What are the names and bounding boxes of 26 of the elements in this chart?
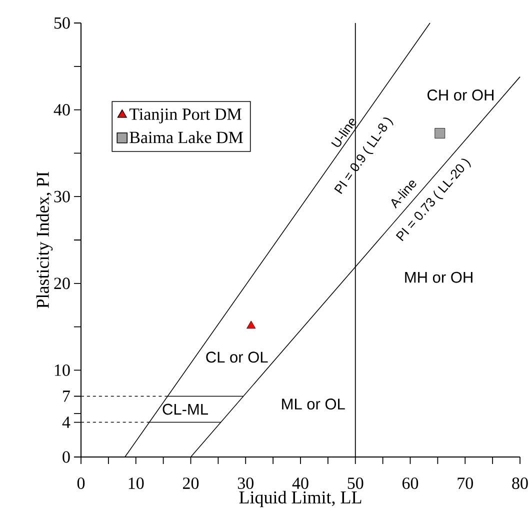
y-tick-label: 40 bbox=[54, 104, 70, 116]
x-tick-label: 80 bbox=[512, 478, 528, 489]
annotation: CH or OH bbox=[428, 90, 494, 101]
y-axis-title: Plasticity Index, PI bbox=[36, 172, 53, 308]
x-tick-label: 30 bbox=[238, 478, 254, 489]
legend-label: Baima Lake DM bbox=[130, 131, 243, 144]
y-tick-label: 0 bbox=[62, 451, 70, 463]
y-tick-label: 50 bbox=[54, 17, 70, 29]
x-tick-label: 10 bbox=[128, 478, 144, 489]
x-tick-label: 20 bbox=[183, 478, 199, 489]
x-tick-label: 70 bbox=[458, 478, 473, 489]
annotation: CL or OL bbox=[206, 352, 268, 363]
x-tick-label: 40 bbox=[292, 478, 308, 489]
y-tick-label: 7 bbox=[63, 390, 70, 402]
y-tick-label: 4 bbox=[62, 416, 70, 428]
x-tick-label: 60 bbox=[402, 478, 418, 489]
y-tick-label: 20 bbox=[54, 278, 70, 290]
annotation: ML or OL bbox=[282, 398, 345, 410]
legend-label: Tianjin Port DM bbox=[129, 108, 242, 124]
y-tick-label: 10 bbox=[54, 364, 70, 376]
x-tick-label: 50 bbox=[348, 478, 364, 489]
x-axis-title: Liquid Limit, LL bbox=[239, 490, 362, 508]
annotation: MH or OH bbox=[405, 272, 472, 283]
y-tick-label: 30 bbox=[54, 190, 70, 202]
x-tick-label: 0 bbox=[77, 478, 85, 489]
annotation: CL-ML bbox=[162, 404, 208, 415]
